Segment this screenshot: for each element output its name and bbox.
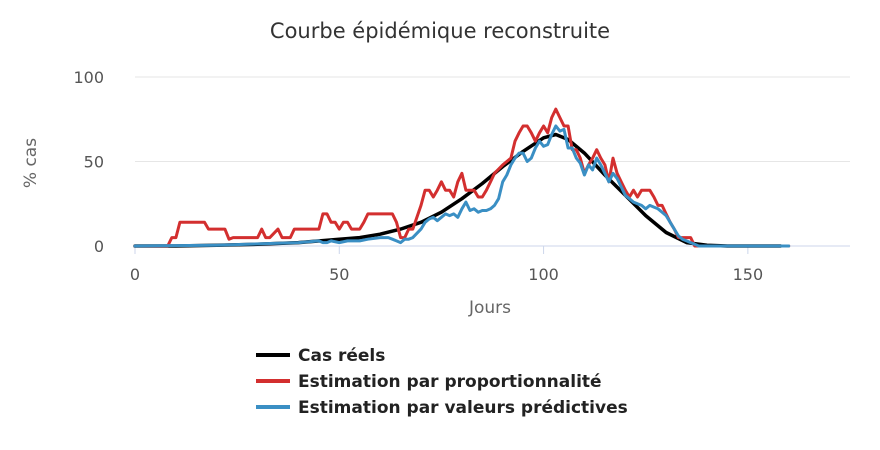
y-tick-label: 0 [94, 237, 104, 256]
x-axis-ticks: 0 50 100 150 [130, 246, 763, 284]
y-tick-label: 50 [84, 153, 104, 172]
x-tick-label: 150 [733, 265, 764, 284]
legend-label: Cas réels [298, 346, 385, 366]
y-axis-ticks: 0 50 100 [73, 68, 104, 256]
x-tick-label: 50 [329, 265, 349, 284]
legend-label: Estimation par valeurs prédictives [298, 398, 628, 418]
series-line-1 [133, 132, 783, 248]
legend-item[interactable]: Estimation par proportionnalité [256, 372, 602, 392]
legend-item[interactable]: Estimation par valeurs prédictives [256, 398, 628, 418]
x-axis-label: Jours [468, 298, 511, 318]
legend-label: Estimation par proportionnalité [298, 372, 602, 392]
x-tick-label: 0 [130, 265, 140, 284]
legend: Cas réels Estimation par proportionnalité… [256, 346, 628, 418]
series-line-2 [133, 107, 791, 248]
y-tick-label: 100 [73, 68, 104, 87]
y-axis-label: % cas [21, 138, 41, 188]
legend-item[interactable]: Cas réels [256, 346, 385, 366]
grid-layer [135, 76, 850, 162]
series-line-3 [133, 124, 791, 248]
x-tick-label: 100 [528, 265, 559, 284]
chart-title: Courbe épidémique reconstruite [270, 19, 610, 43]
series-layer [133, 107, 791, 248]
